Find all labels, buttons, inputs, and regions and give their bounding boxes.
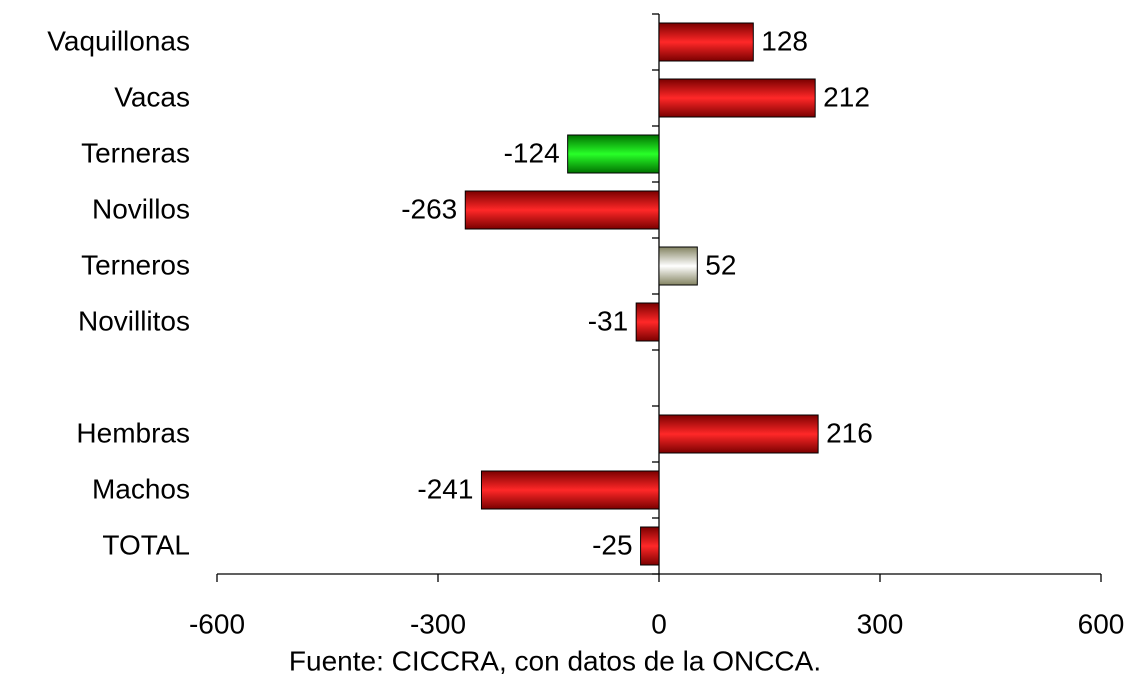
bar	[658, 246, 698, 286]
source-note: Fuente: CICCRA, con datos de la ONCCA.	[289, 645, 821, 676]
bar	[635, 302, 660, 342]
x-tick-label: 300	[857, 608, 904, 639]
y-tick-label: Machos	[92, 473, 190, 504]
x-tick-label: 0	[651, 608, 667, 639]
bar	[464, 190, 660, 230]
x-tick-label: -600	[189, 608, 245, 639]
value-label: -31	[588, 305, 628, 336]
x-tick-label: 600	[1078, 608, 1125, 639]
x-tick-label: -300	[410, 608, 466, 639]
y-tick-label: Hembras	[76, 417, 190, 448]
value-label: 52	[705, 249, 736, 280]
y-tick-label: Novillos	[92, 193, 190, 224]
value-label: -124	[504, 137, 560, 168]
value-label: -263	[401, 193, 457, 224]
y-tick-label: Vacas	[114, 81, 190, 112]
y-tick-label: Terneras	[81, 137, 190, 168]
bar	[640, 526, 660, 566]
y-tick-label: TOTAL	[102, 529, 190, 560]
bar	[658, 78, 816, 118]
value-label: -25	[592, 529, 632, 560]
y-tick-label: Vaquillonas	[47, 25, 190, 56]
bar	[658, 414, 819, 454]
value-label: 128	[761, 25, 808, 56]
value-label: 216	[826, 417, 873, 448]
bar	[480, 470, 660, 510]
bar	[567, 134, 660, 174]
value-label: -241	[417, 473, 473, 504]
bar	[658, 22, 754, 62]
value-label: 212	[823, 81, 870, 112]
y-tick-label: Novillitos	[78, 305, 190, 336]
y-tick-label: Terneros	[81, 249, 190, 280]
